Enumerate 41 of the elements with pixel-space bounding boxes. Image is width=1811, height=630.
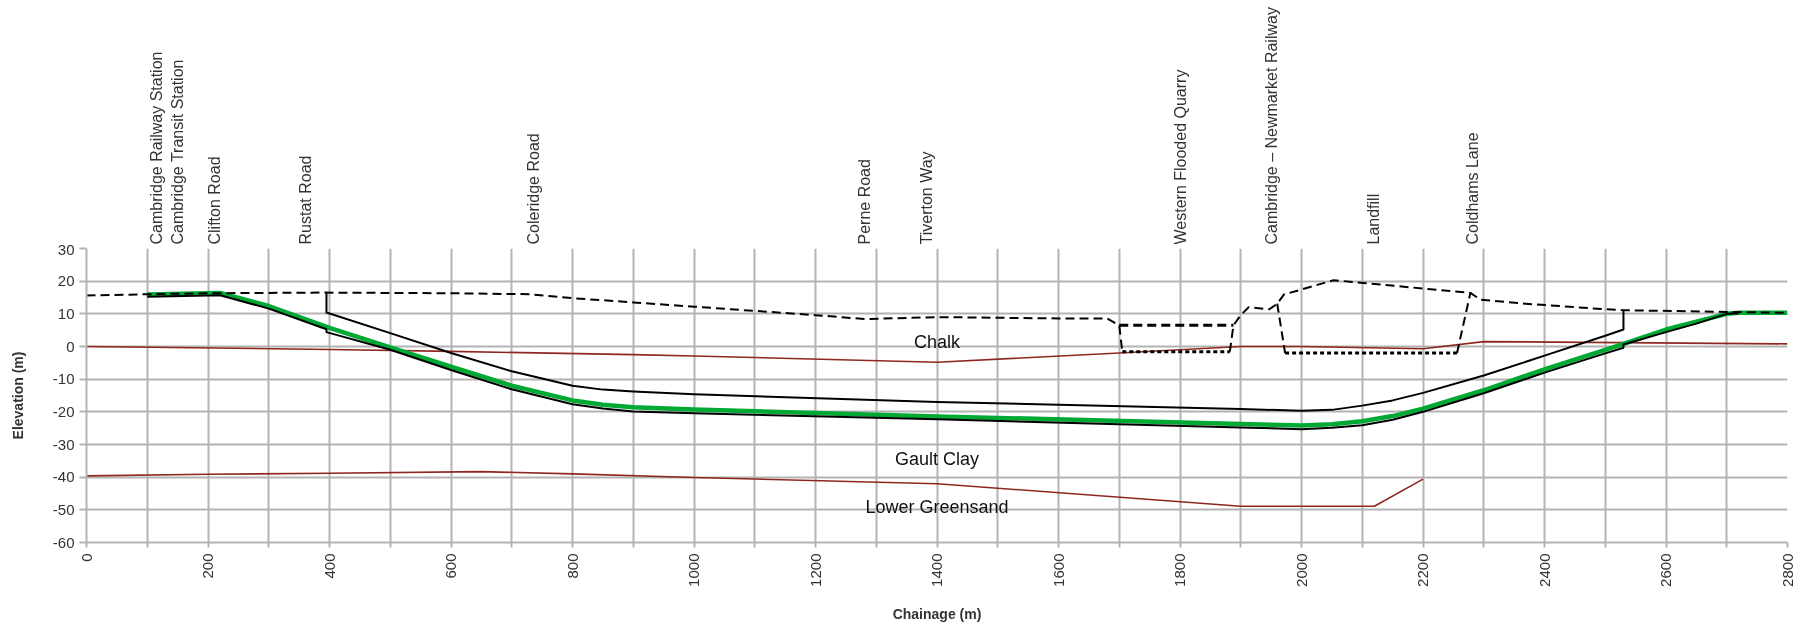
text: Cambridge Railway Station: [147, 51, 165, 245]
text: Cambridge – Newmarket Railway: [1262, 7, 1280, 245]
text: Tiverton Way: [918, 151, 936, 245]
x-tick-label: 800: [563, 553, 581, 579]
text: Landfill: [1365, 193, 1383, 245]
x-axis-title: Chainage (m): [892, 605, 982, 622]
x-tick-label: 2800: [1778, 553, 1796, 587]
annotation: Lower Greensand: [865, 496, 1009, 517]
x-tick-label: 0: [77, 553, 95, 562]
x-tick-label: 2000: [1292, 553, 1310, 587]
x-tick-label: 600: [442, 553, 459, 579]
x-tick-label: 1600: [1049, 553, 1067, 587]
y-tick-label: 20: [57, 272, 75, 290]
y-tick-label: -10: [52, 370, 75, 388]
x-tick-label: 200: [199, 553, 216, 579]
text: Rustat Road: [296, 155, 314, 245]
y-tick-label: -60: [52, 533, 75, 551]
annotation: Chalk: [913, 332, 962, 353]
text: Cambridge Transit Station: [169, 59, 187, 245]
y-tick-label: -30: [52, 435, 75, 453]
x-tick-label: 1800: [1171, 553, 1188, 587]
text: Perne Road: [855, 159, 873, 245]
y-tick-label: 10: [57, 304, 75, 322]
x-tick-label: 2600: [1657, 553, 1674, 587]
y-tick-label: -40: [52, 468, 75, 486]
y-axis-title: Elevation (m): [9, 351, 26, 440]
x-tick-label: 1400: [928, 553, 945, 587]
y-tick-label: 30: [57, 240, 75, 258]
text: Coleridge Road: [524, 133, 542, 245]
y-tick-label: 0: [66, 337, 75, 355]
x-tick-label: 1000: [685, 553, 702, 587]
annotation: Gault Clay: [894, 449, 980, 470]
x-tick-label: 2400: [1535, 553, 1553, 587]
y-tick-label: -50: [52, 500, 75, 518]
y-tick-label: -20: [52, 402, 75, 420]
text: Western Flooded Quarry: [1172, 69, 1190, 245]
text: Clifton Road: [205, 156, 223, 245]
text: Coldhams Lane: [1464, 132, 1482, 245]
x-tick-label: 1200: [806, 553, 824, 587]
x-tick-label: 2200: [1414, 553, 1431, 587]
x-tick-label: 400: [320, 553, 338, 579]
